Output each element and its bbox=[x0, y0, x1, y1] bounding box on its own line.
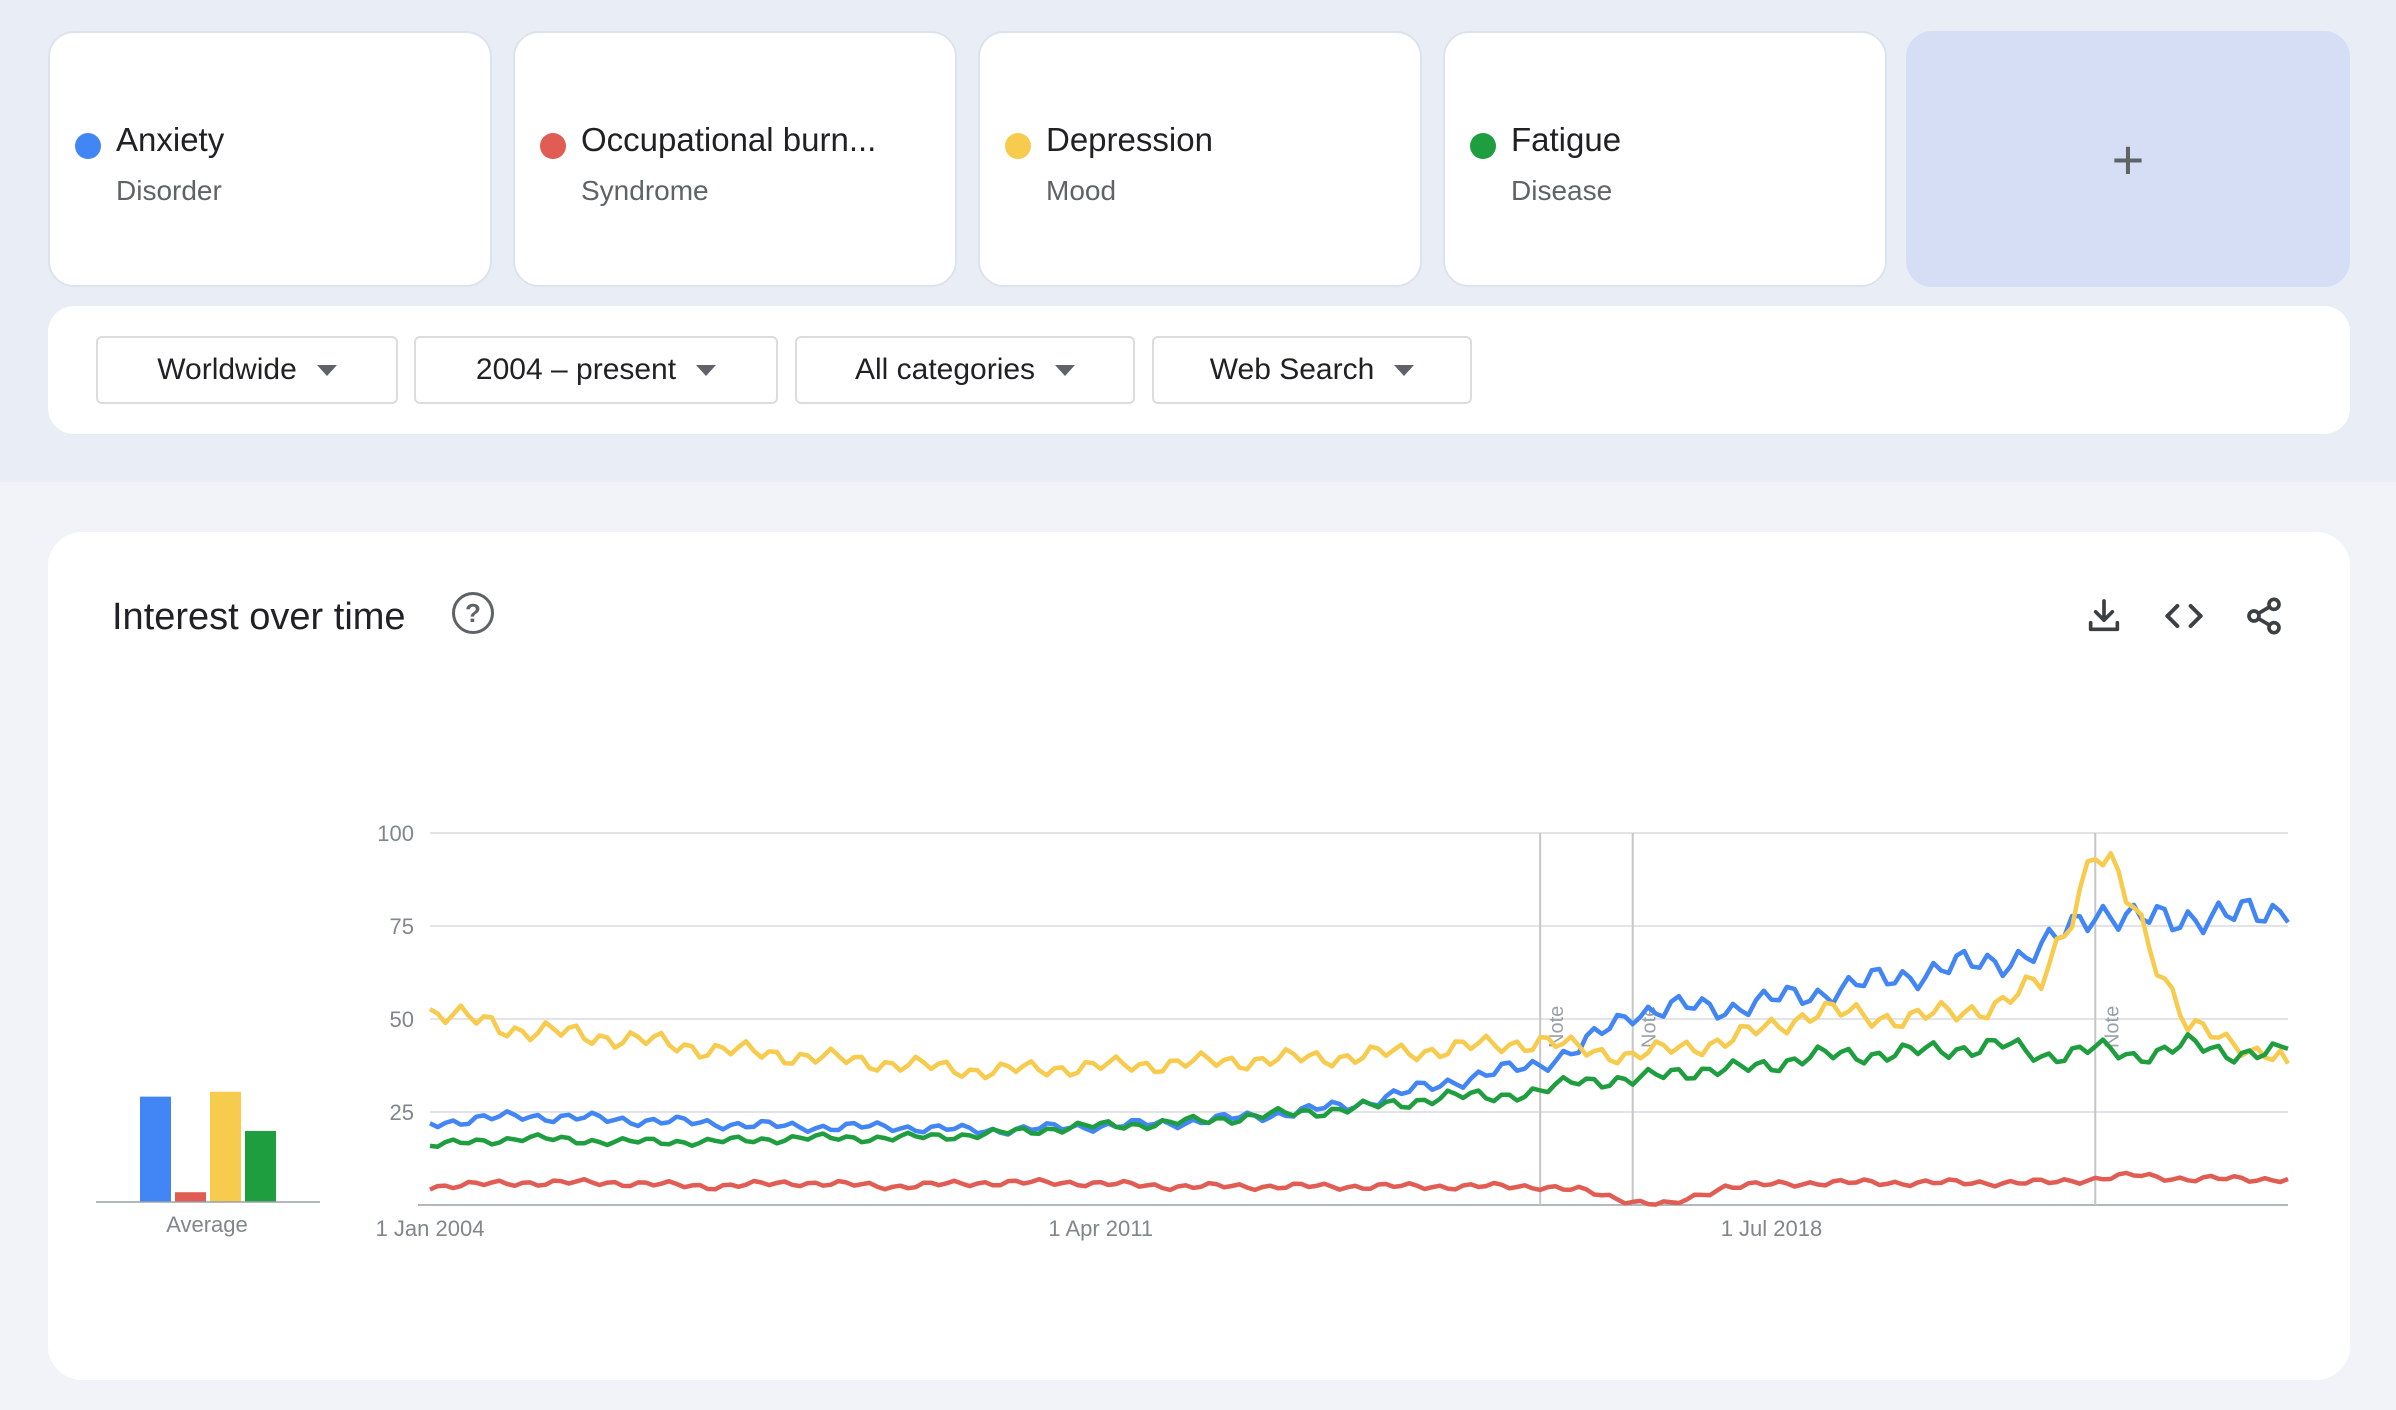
filter-bar: Worldwide 2004 – present All categories … bbox=[48, 306, 2350, 434]
term-type: Mood bbox=[1046, 175, 1117, 206]
embed-icon[interactable] bbox=[2164, 596, 2204, 636]
term-color-dot bbox=[1005, 133, 1031, 159]
dropdown-caret-icon bbox=[1055, 364, 1076, 376]
download-icon[interactable] bbox=[2084, 596, 2124, 636]
term-name: Depression bbox=[1046, 121, 1213, 158]
dropdown-caret-icon bbox=[696, 364, 717, 376]
dropdown-caret-icon bbox=[1394, 364, 1415, 376]
dropdown-caret-icon bbox=[316, 364, 337, 376]
term-card-fatigue[interactable]: Fatigue Disease bbox=[1443, 31, 1887, 287]
region-dropdown[interactable]: Worldwide bbox=[96, 336, 398, 404]
category-value: All categories bbox=[854, 353, 1036, 386]
interest-over-time-panel: Interest over time ? bbox=[48, 532, 2350, 1380]
term-name: Occupational burn... bbox=[581, 121, 877, 158]
search-type-dropdown[interactable]: Web Search bbox=[1152, 336, 1472, 404]
term-type: Disorder bbox=[116, 175, 222, 206]
term-card-depression[interactable]: Depression Mood bbox=[978, 31, 1422, 287]
time-range-dropdown[interactable]: 2004 – present bbox=[414, 336, 778, 404]
term-color-dot bbox=[540, 133, 566, 159]
term-type: Disease bbox=[1511, 175, 1613, 206]
term-name: Fatigue bbox=[1511, 121, 1622, 158]
term-color-dot bbox=[1470, 133, 1496, 159]
help-icon[interactable]: ? bbox=[452, 592, 494, 634]
term-name: Anxiety bbox=[116, 121, 225, 158]
plus-icon: + bbox=[2111, 127, 2145, 191]
panel-title: Interest over time bbox=[112, 596, 406, 638]
add-comparison-button[interactable]: + bbox=[1906, 31, 2350, 287]
time-range-value: 2004 – present bbox=[475, 353, 677, 386]
category-dropdown[interactable]: All categories bbox=[795, 336, 1135, 404]
share-icon[interactable] bbox=[2244, 596, 2284, 636]
term-color-dot bbox=[75, 133, 101, 159]
term-card-occupational-burnout[interactable]: Occupational burn... Syndrome bbox=[513, 31, 957, 287]
term-type: Syndrome bbox=[581, 175, 709, 206]
term-card-anxiety[interactable]: Anxiety Disorder bbox=[48, 31, 492, 287]
region-value: Worldwide bbox=[157, 353, 297, 386]
search-type-value: Web Search bbox=[1209, 353, 1375, 386]
